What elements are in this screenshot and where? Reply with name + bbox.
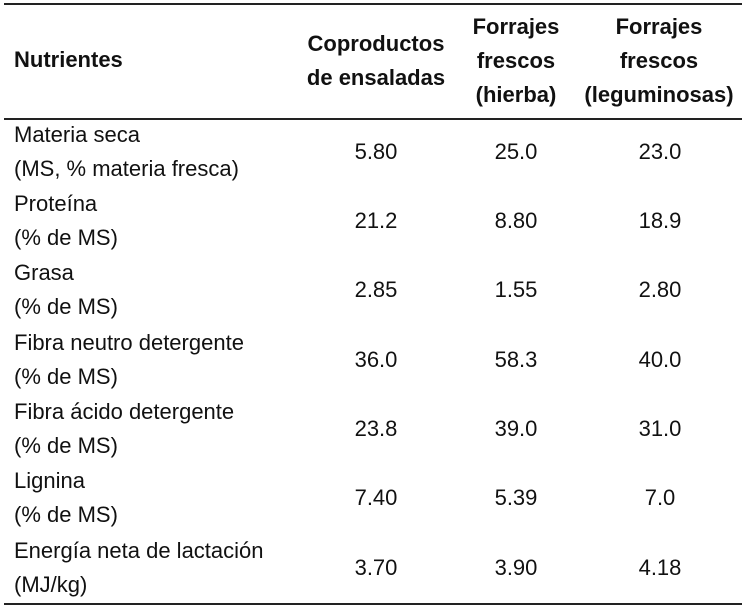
row-label-line1: Fibra ácido detergente [14, 399, 235, 424]
cell-value: 36.0 [354, 347, 398, 372]
row-label-line2: (MS, % materia fresca) [14, 156, 239, 181]
header-hierba-line2: frescos [476, 48, 556, 73]
cell-value: 23.0 [638, 139, 682, 164]
header-coproductos-line2: de ensaladas [306, 65, 446, 90]
row-label-line1: Proteína [14, 191, 98, 216]
row-label-line2: (MJ/kg) [14, 572, 88, 597]
cell-value: 18.9 [638, 208, 682, 233]
header-coproductos: Coproductos de ensaladas [300, 27, 452, 95]
header-leguminosas-line1: Forrajes [615, 14, 703, 39]
row-label-energia-neta: Energía neta de lactación (MJ/kg) [14, 534, 264, 602]
row-label-line1: Energía neta de lactación [14, 538, 264, 563]
row-label-fibra-neutro: Fibra neutro detergente (% de MS) [14, 326, 244, 394]
row-label-fibra-acido: Fibra ácido detergente (% de MS) [14, 395, 234, 463]
cell-value: 4.18 [638, 555, 682, 580]
cell-value: 23.8 [354, 416, 398, 441]
cell-value: 25.0 [494, 139, 538, 164]
row-label-lignina: Lignina (% de MS) [14, 464, 118, 532]
row-label-materia-seca: Materia seca (MS, % materia fresca) [14, 118, 239, 186]
header-rule [4, 118, 742, 120]
cell-value: 40.0 [638, 347, 682, 372]
row-label-line2: (% de MS) [14, 433, 118, 458]
row-label-grasa: Grasa (% de MS) [14, 256, 118, 324]
header-forrajes-hierba: Forrajes frescos (hierba) [464, 10, 568, 112]
row-label-line1: Lignina [14, 468, 85, 493]
table-bottom-rule [4, 603, 742, 605]
cell-value: 2.85 [354, 277, 398, 302]
row-label-line2: (% de MS) [14, 294, 118, 319]
header-hierba-line3: (hierba) [475, 82, 557, 107]
cell-value: 7.40 [354, 485, 398, 510]
row-label-line2: (% de MS) [14, 502, 118, 527]
cell-value: 5.39 [494, 485, 538, 510]
cell-value: 5.80 [354, 139, 398, 164]
cell-value: 3.90 [494, 555, 538, 580]
header-leguminosas-line2: frescos [619, 48, 699, 73]
cell-value: 39.0 [494, 416, 538, 441]
header-hierba-line1: Forrajes [472, 14, 560, 39]
header-nutrientes: Nutrientes [14, 47, 123, 72]
header-forrajes-leguminosas: Forrajes frescos (leguminosas) [576, 10, 742, 112]
row-label-line2: (% de MS) [14, 364, 118, 389]
cell-value: 21.2 [354, 208, 398, 233]
cell-value: 3.70 [354, 555, 398, 580]
cell-value: 2.80 [638, 277, 682, 302]
row-label-line2: (% de MS) [14, 225, 118, 250]
cell-value: 1.55 [494, 277, 538, 302]
cell-value: 8.80 [494, 208, 538, 233]
row-label-line1: Materia seca [14, 122, 140, 147]
row-label-proteina: Proteína (% de MS) [14, 187, 118, 255]
row-label-line1: Fibra neutro detergente [14, 330, 244, 355]
cell-value: 31.0 [638, 416, 682, 441]
header-leguminosas-line3: (leguminosas) [584, 82, 734, 107]
header-coproductos-line1: Coproductos [307, 31, 445, 56]
row-label-line1: Grasa [14, 260, 74, 285]
cell-value: 58.3 [494, 347, 538, 372]
table-top-rule [4, 3, 742, 5]
cell-value: 7.0 [644, 485, 676, 510]
